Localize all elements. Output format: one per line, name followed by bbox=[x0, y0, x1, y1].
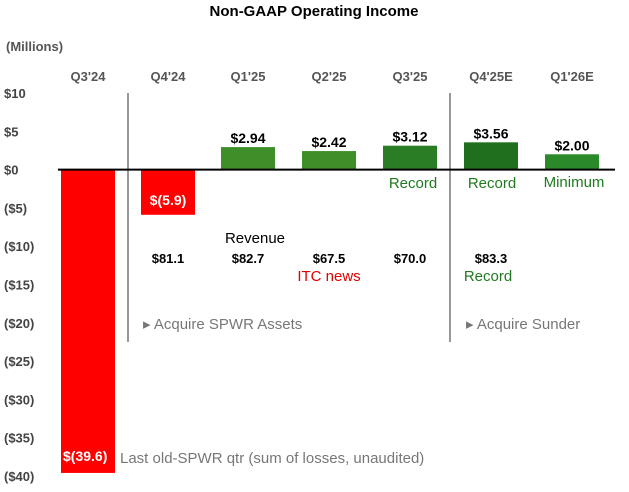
quarter-label: Q1'25 bbox=[231, 69, 266, 84]
bar-1 bbox=[141, 169, 195, 215]
quarter-label: Q4'24 bbox=[151, 69, 187, 84]
y-tick-label: ($15) bbox=[4, 278, 34, 293]
quarter-label: Q3'24 bbox=[71, 69, 107, 84]
revenue-record-annotation: Record bbox=[464, 268, 512, 285]
acquire-sunder-annotation: ▸ Acquire Sunder bbox=[466, 316, 580, 333]
quarter-label: Q4'25E bbox=[469, 69, 513, 84]
bar-4 bbox=[383, 145, 437, 170]
y-tick-label: ($10) bbox=[4, 239, 34, 254]
value-label: $2.42 bbox=[311, 134, 346, 150]
bar-0 bbox=[61, 169, 115, 473]
units-label: (Millions) bbox=[6, 39, 63, 54]
y-axis-ticks: $10 $5 $0 ($5) ($10) ($15) ($20) ($25) ($30) ($35… bbox=[4, 86, 34, 484]
revenue-label: $70.0 bbox=[394, 251, 427, 266]
y-tick-label: $5 bbox=[4, 124, 18, 139]
record-annotation-q4-25: Record bbox=[468, 175, 516, 192]
y-tick-label: $10 bbox=[4, 86, 26, 101]
revenue-label: $82.7 bbox=[232, 251, 265, 266]
itc-news-annotation: ITC news bbox=[297, 268, 360, 285]
y-tick-label: ($20) bbox=[4, 316, 34, 331]
y-tick-label: ($25) bbox=[4, 354, 34, 369]
quarter-label: Q1'26E bbox=[550, 69, 594, 84]
y-tick-label: ($30) bbox=[4, 392, 34, 407]
revenue-label: $67.5 bbox=[313, 251, 346, 266]
minimum-annotation-q1-26: Minimum bbox=[544, 174, 605, 191]
revenue-label: $83.3 bbox=[475, 251, 508, 266]
revenue-label: $81.1 bbox=[152, 251, 185, 266]
y-tick-label: ($35) bbox=[4, 431, 34, 446]
y-tick-label: ($40) bbox=[4, 469, 34, 484]
y-tick-label: $0 bbox=[4, 163, 18, 178]
bar-6 bbox=[545, 154, 599, 170]
y-tick-label: ($5) bbox=[4, 201, 27, 216]
value-label: $3.56 bbox=[473, 125, 508, 141]
value-label: $3.12 bbox=[392, 129, 427, 145]
revenue-title: Revenue bbox=[225, 230, 285, 247]
value-label: $2.94 bbox=[230, 130, 265, 146]
quarter-label: Q2'25 bbox=[312, 69, 347, 84]
bars bbox=[61, 142, 599, 473]
quarter-labels: Q3'24 Q4'24 Q1'25 Q2'25 Q3'25 Q4'25E Q1'26E bbox=[71, 69, 595, 84]
bar-3 bbox=[302, 151, 356, 170]
bar-5 bbox=[464, 142, 518, 170]
value-label: $(5.9) bbox=[150, 192, 187, 208]
last-old-spwr-annotation: Last old-SPWR qtr (sum of losses, unaudi… bbox=[120, 450, 424, 467]
value-label: $(39.6) bbox=[63, 448, 107, 464]
value-labels: $(39.6) $(5.9) $2.94 $2.42 $3.12 $3.56 $2.00 bbox=[63, 125, 590, 464]
value-label: $2.00 bbox=[554, 137, 589, 153]
record-annotation-q3-25: Record bbox=[389, 175, 437, 192]
quarter-label: Q3'25 bbox=[393, 69, 428, 84]
bar-2 bbox=[221, 147, 275, 170]
chart-title: Non-GAAP Operating Income bbox=[210, 3, 419, 20]
revenue-labels: $81.1 $82.7 $67.5 $70.0 $83.3 bbox=[152, 251, 508, 266]
acquire-spwr-annotation: ▸ Acquire SPWR Assets bbox=[143, 316, 302, 333]
separator-lines bbox=[127, 93, 451, 342]
